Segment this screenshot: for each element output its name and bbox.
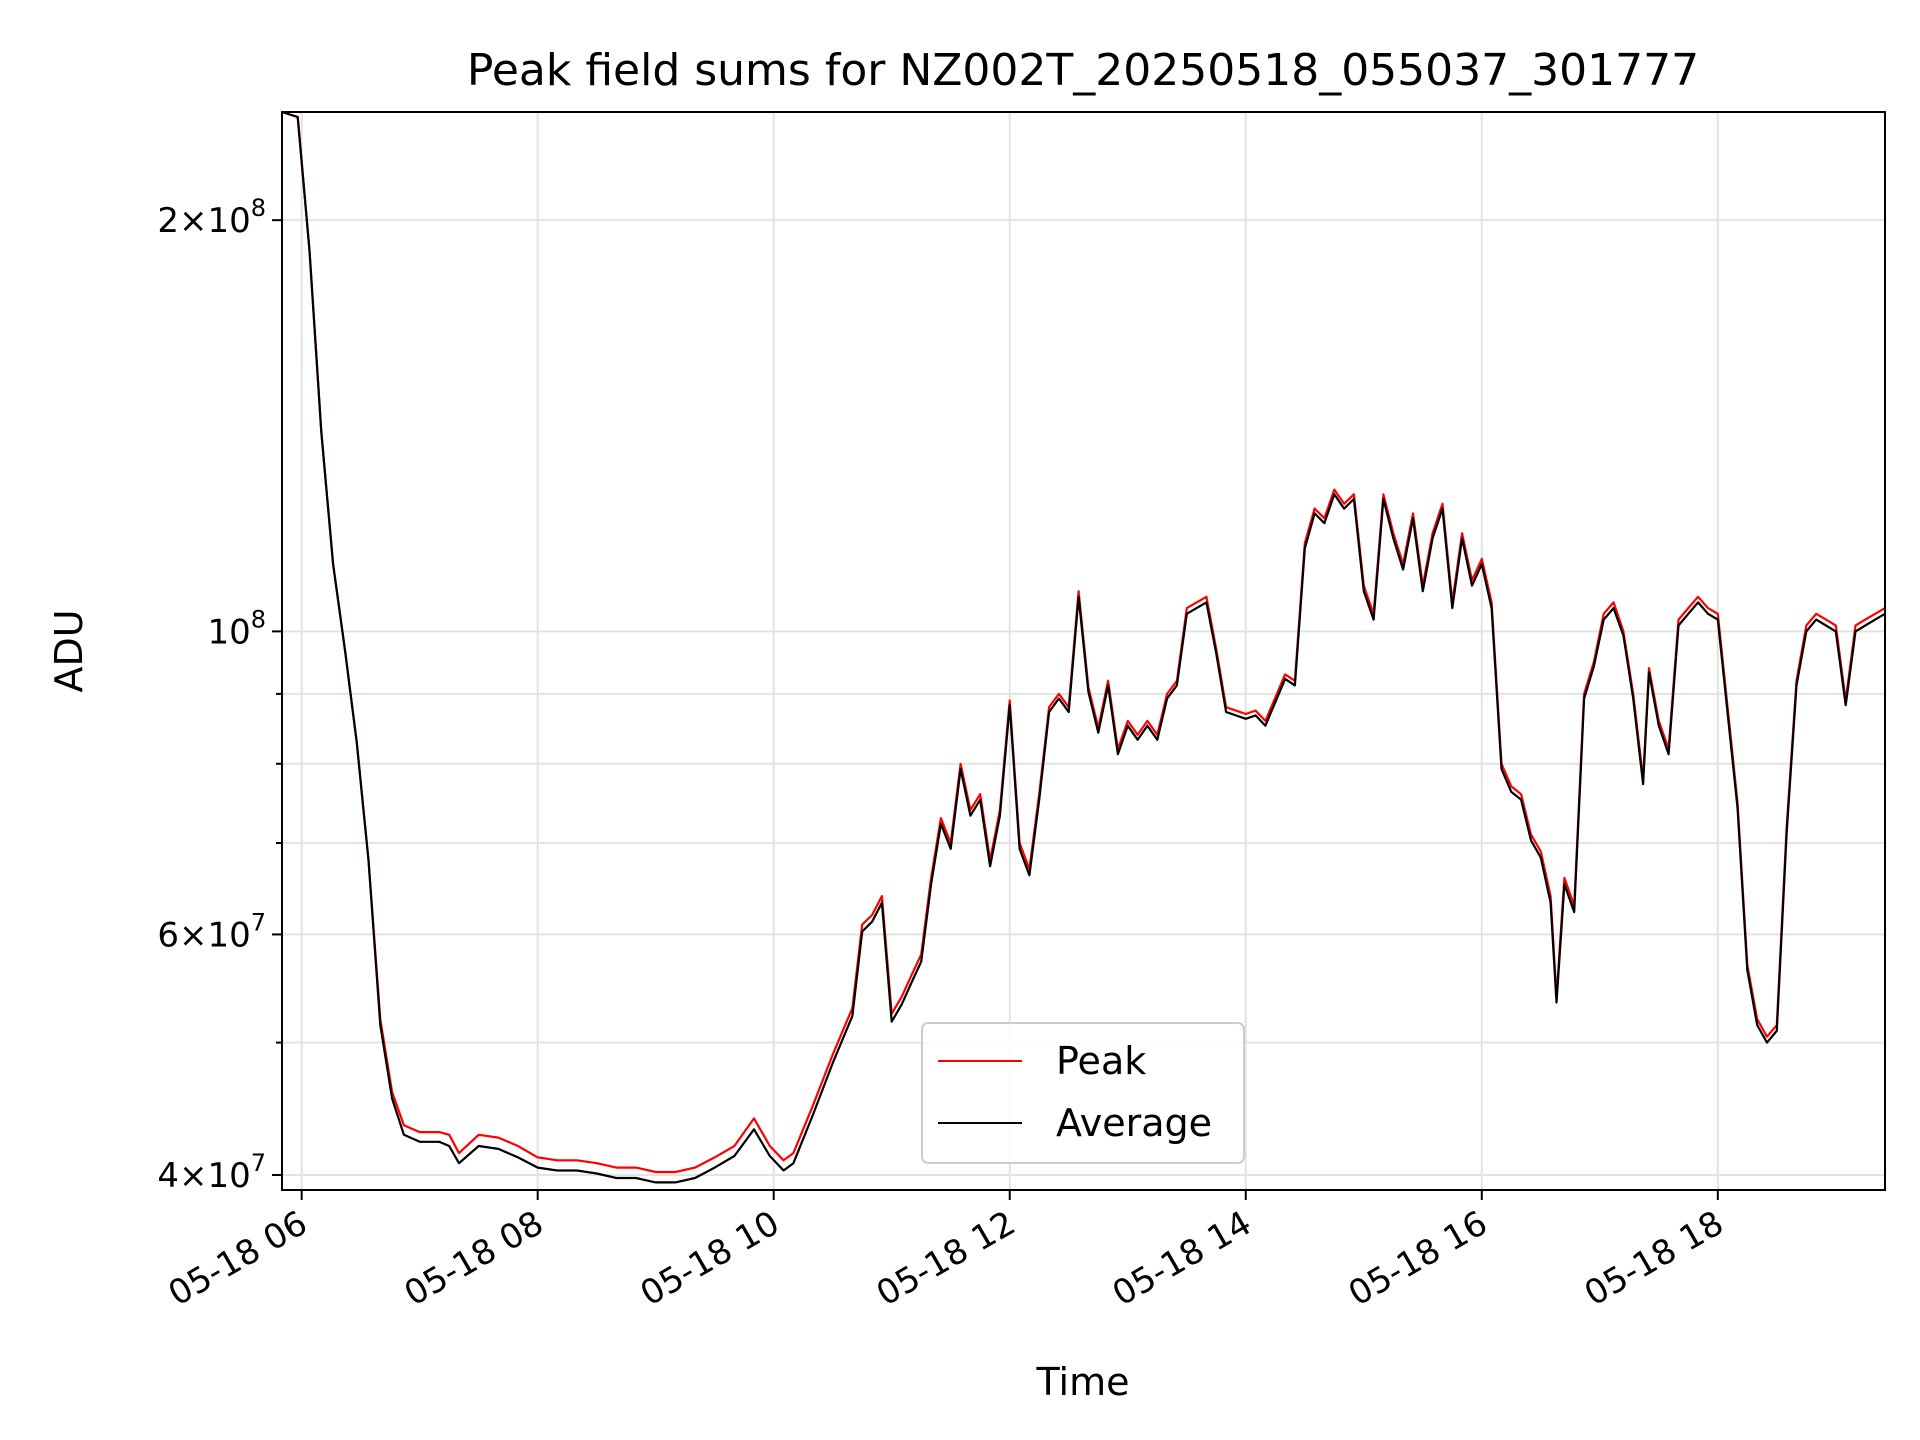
y-tick-label: 6×107 (157, 908, 266, 955)
x-axis-label: Time (1036, 1360, 1130, 1404)
legend-box (921, 1022, 1245, 1164)
series-line-peak (281, 110, 1886, 1174)
series-line-average (281, 110, 1886, 1184)
y-tick-label: 2×108 (157, 194, 266, 241)
chart-title: Peak field sums for NZ002T_20250518_0550… (467, 45, 1699, 96)
legend-label-average: Average (1056, 1101, 1212, 1145)
y-tick-label: 108 (207, 605, 266, 652)
y-axis: 4×107 6×107 108 2×108 (157, 194, 282, 1196)
y-axis-label: ADU (47, 609, 91, 692)
legend: Peak Average (921, 1022, 1245, 1164)
legend-label-peak: Peak (1056, 1039, 1146, 1083)
y-tick-label: 4×107 (157, 1149, 266, 1196)
plot-frame (281, 111, 1886, 1191)
series-layer (281, 110, 1886, 1184)
